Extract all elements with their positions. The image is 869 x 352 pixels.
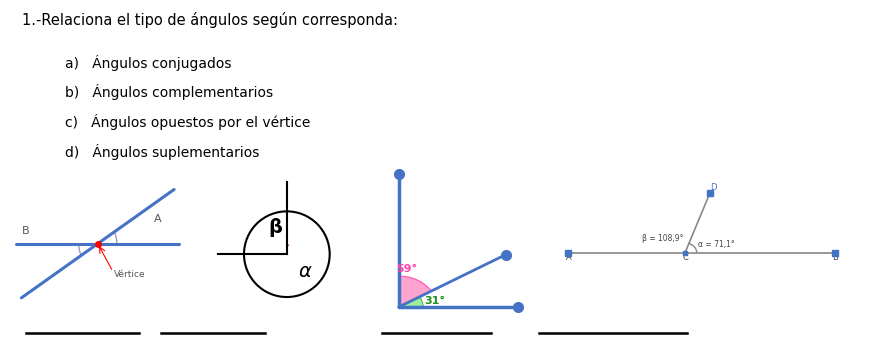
Text: B: B [22,226,29,236]
Text: c)   Ángulos opuestos por el vértice: c) Ángulos opuestos por el vértice [65,114,310,130]
Text: C: C [682,253,688,262]
Text: 1.-Relaciona el tipo de ángulos según corresponda:: 1.-Relaciona el tipo de ángulos según co… [22,12,398,28]
Wedge shape [399,297,423,307]
Text: 59°: 59° [396,264,417,274]
Text: α = 71,1°: α = 71,1° [698,240,734,249]
Text: d)   Ángulos suplementarios: d) Ángulos suplementarios [65,144,260,160]
Text: Vértice: Vértice [115,270,146,278]
Text: 31°: 31° [425,296,446,306]
Text: b)   Ángulos complementarios: b) Ángulos complementarios [65,84,273,100]
Text: B: B [832,253,838,262]
Text: D: D [710,183,716,192]
Text: β = 108,9°: β = 108,9° [641,234,683,243]
Text: α: α [299,262,311,281]
Text: A: A [566,253,571,262]
Text: a)   Ángulos conjugados: a) Ángulos conjugados [65,55,232,70]
Wedge shape [399,276,431,307]
Text: A: A [154,214,162,224]
Text: β: β [269,218,282,237]
